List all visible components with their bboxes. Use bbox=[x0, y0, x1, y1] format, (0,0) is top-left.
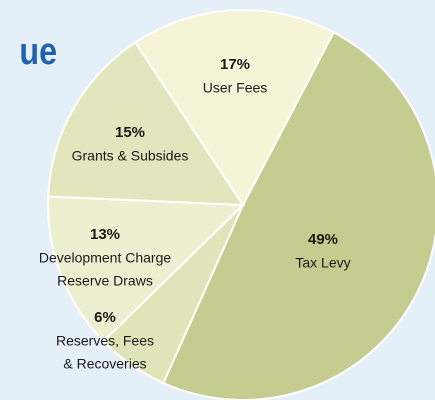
slice-percent: 15% bbox=[115, 124, 145, 141]
pie-slice bbox=[133, 9, 335, 207]
slice-percent: 49% bbox=[308, 231, 338, 248]
slice-label: Reserve Draws bbox=[57, 273, 153, 289]
pie-slice bbox=[47, 41, 245, 207]
slice-label: Tax Levy bbox=[295, 255, 350, 271]
pie-slice bbox=[47, 195, 246, 343]
slice-label: Reserves, Fees bbox=[56, 333, 154, 349]
slice-percent: 17% bbox=[220, 56, 250, 73]
slice-percent: 6% bbox=[94, 309, 116, 326]
slice-label: Development Charge bbox=[39, 250, 172, 266]
slice-label: & Recoveries bbox=[63, 356, 146, 372]
chart-title: ue bbox=[19, 31, 57, 73]
slice-label: Grants & Subsides bbox=[72, 148, 189, 164]
slice-percent: 13% bbox=[90, 226, 120, 243]
slice-label: User Fees bbox=[203, 80, 268, 96]
